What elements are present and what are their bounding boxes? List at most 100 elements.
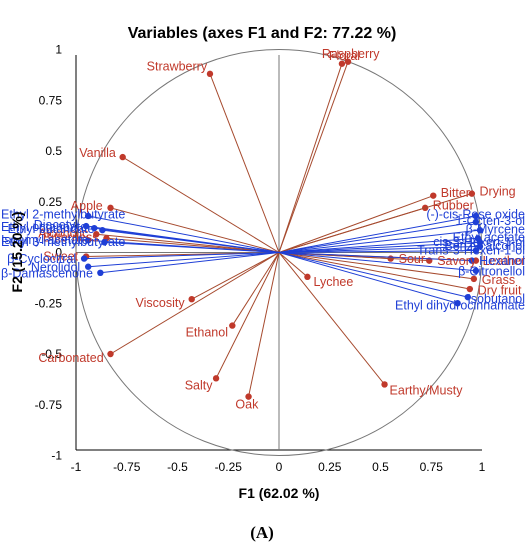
volatile-point [84,263,92,270]
sensory-point [245,393,252,400]
volatile-point [101,239,108,246]
volatile-point [454,300,461,307]
x-tick-label: -1 [71,460,82,474]
sensory-variable-label: Alcoholic [38,226,88,240]
volatile-point [84,237,92,244]
volatile-variable-label: Ethyl dihydrocinnamate [395,298,525,312]
volatile-point [82,222,90,230]
sensory-vector-line [215,252,280,379]
volatile-vector-line [278,221,476,253]
y-axis-title: F2 (15.20 %) [9,212,25,293]
volatile-variable-label: Ethyl 3-methylbutyrate [1,235,125,249]
y-tick-labels: 1 0.75 0.5 0.25 0 -0.25 -0.5 -0.75 -1 [35,43,63,463]
sensory-variable-label: Oak [235,397,259,411]
y-tick-label: -1 [51,449,62,463]
x-tick-label: -0.75 [113,460,141,474]
sensory-variable-label: Apple [71,199,103,213]
sensory-variable-label: Savory [437,254,477,268]
volatile-vector-line [278,241,480,253]
volatile-variable-label: Ethyl octanoate [1,220,87,234]
sensory-variable-label: Ethanol [186,325,228,339]
sensory-variable-label: Sweet [43,250,78,264]
volatile-variable-label: (-)-cis-Rose oxide [426,208,525,222]
volatile-point [468,257,476,264]
volatile-variable-label: Diacetyl [34,218,78,232]
sensory-vector-line [209,73,280,253]
x-tick-label: 0.5 [372,460,389,474]
volatile-variable-label: Nerolidol [31,260,80,274]
sensory-point [107,350,114,358]
sensory-point [212,375,220,382]
sensory-variable-label: Dry fruit [478,284,522,298]
volatile-variable-label: Ethyl butanoate [8,222,95,236]
x-tick-label: 0 [276,460,283,474]
sensory-vector-line [278,252,474,280]
volatile-vector-line [102,229,280,253]
sensory-point [466,285,474,293]
y-tick-label: 0 [55,246,62,260]
volatile-vector-line [88,215,280,253]
x-tick-label: 0.25 [318,460,342,474]
sensory-vector-line [110,207,280,253]
volatile-vector-line [100,252,280,274]
sensory-vector-line [278,252,470,290]
sensory-vector-line [278,252,308,278]
volatile-variable-label: Trans-3-Hexen-1-ol [417,243,525,257]
x-tick-label: 0.75 [420,460,444,474]
sensory-point [470,275,478,283]
volatile-vector-line [278,245,480,253]
sensory-vector-line [278,252,385,385]
y-tick-label: 0.25 [39,195,63,209]
sensory-point [468,190,476,197]
sensory-variable-label: Lychee [313,275,353,289]
chart-title: Variables (axes F1 and F2: 77.22 %) [128,25,397,42]
sensory-variable-label: Bitter [441,186,470,200]
sensory-point [107,204,114,212]
y-tick-label: -0.75 [35,398,63,412]
volatile-point [472,212,480,220]
volatile-point [97,269,104,276]
y-tick-label: -0.25 [35,296,63,310]
volatile-variable-label: Benzyl alcohol [444,239,525,253]
volatile-variable-label: β-Citronellol [458,265,525,279]
sensory-variable-label: Viscosity [136,296,186,310]
sensory-vector-line [231,252,280,326]
y-tick-label: 0.5 [45,144,62,158]
sensory-vector-line [278,61,349,253]
sensory-variable-label: Strawberry [147,59,208,73]
sensory-point [338,60,346,67]
y-tick-label: 0.75 [39,93,63,107]
figure-caption: (A) [250,523,274,542]
volatile-point [472,218,480,226]
volatile-vector-line [278,229,481,253]
sensory-vector-line [122,156,280,253]
sensory-variable-label: Vanilla [79,146,116,160]
volatile-vector-line [278,252,472,262]
sensory-variable-label: Drying [480,184,516,198]
volatile-variable-label: β-Damascenone [1,267,93,281]
volatile-vector-line [88,252,280,268]
y-tick-label: -0.5 [41,347,62,361]
volatile-point [464,293,471,301]
volatile-point [99,226,106,234]
sensory-variable-label: Sour [399,252,425,266]
volatile-vector-line [278,252,476,272]
volatile-vector-line [278,252,468,298]
volatile-point [472,267,480,274]
sensory-point [304,273,311,281]
sensory-vector-line [278,195,434,253]
sensory-vector-line [110,252,280,355]
volatile-vector-line [278,237,478,253]
sensory-variable-label: Bitterness [43,231,99,245]
sensory-point [188,295,195,303]
volatile-variable-label: β-Myrcene [466,222,525,236]
x-tick-labels: -1 -0.75 -0.5 -0.25 0 0.25 0.5 0.75 1 [71,460,486,474]
sensory-point [430,192,437,199]
sensory-variable-label: Raspberry [322,47,380,61]
volatile-vector-line [104,241,280,253]
volatile-variable-label: 1-Octen-3-ol [456,214,525,228]
volatile-variable-label: Ethyl acetate [453,231,525,245]
volatile-variable-label: Isobutanol [467,292,525,306]
x-tick-label: -0.25 [215,460,243,474]
loading-vectors [80,58,484,400]
